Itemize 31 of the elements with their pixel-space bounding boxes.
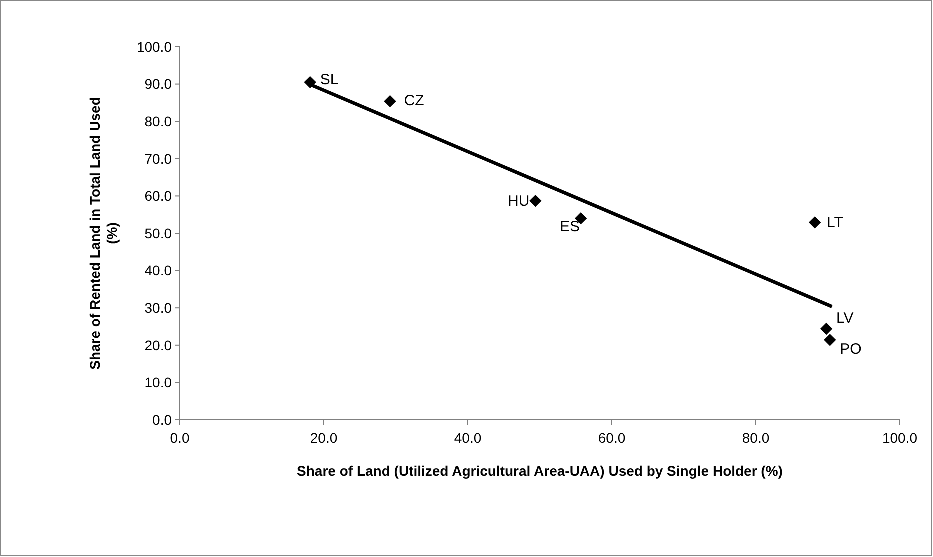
x-tick-label: 20.0 [310,430,338,446]
annotation: LT [827,214,844,232]
x-tick-label: 40.0 [454,430,482,446]
x-axis-title: Share of Land (Utilized Agricultural Area-UAA) Used by Single Holder (%) [297,463,783,479]
y-tick-label: 0.0 [152,412,172,428]
y-tick-label: 10.0 [144,374,172,391]
x-tick-label: 0.0 [170,430,190,446]
annotation: SL [320,71,339,88]
annotation: PO [840,341,862,358]
annotation: HU [508,193,530,210]
y-tick-label: 50.0 [144,225,172,242]
x-tick-label: 80.0 [742,430,770,446]
point [530,194,542,208]
x-tick-label: 60.0 [598,430,626,446]
point [820,322,833,336]
y-tick-label: 100.0 [136,38,172,55]
point [824,334,836,346]
y-tick-label: 90.0 [144,76,172,92]
y-tick-label: 40.0 [144,262,172,279]
x-tick-label: 100.0 [882,430,918,446]
y-tick-label: 30.0 [144,300,172,316]
y-tick-label: 80.0 [144,114,172,130]
annotation: CZ [404,92,424,110]
annotation: ES [560,218,580,236]
annotation: LV [836,310,854,327]
y-tick-label: 20.0 [144,337,172,354]
point [384,95,396,108]
y-tick-label: 60.0 [144,188,172,204]
y-tick-label: 70.0 [144,150,172,167]
y-axis-title: Share of Rented Land in Total Land Used (%) [87,97,120,370]
point [808,216,822,229]
